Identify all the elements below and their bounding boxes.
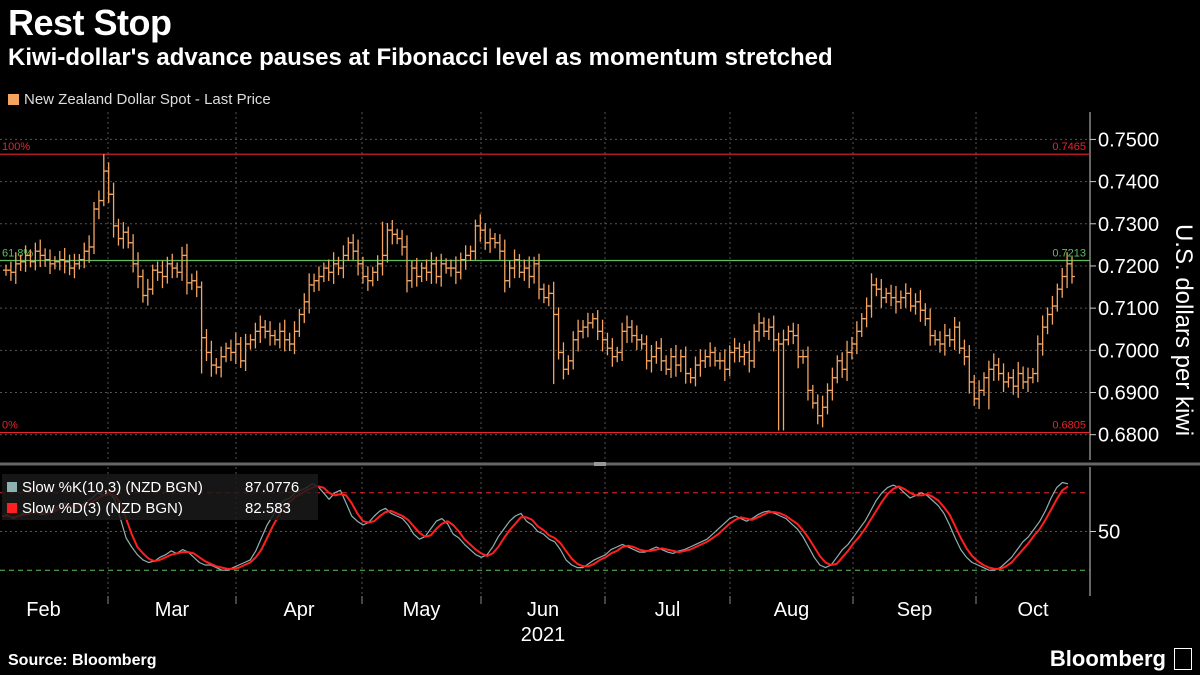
y-tick-label: 0.7300	[1098, 214, 1159, 236]
price-legend-swatch	[8, 94, 19, 105]
fib-value-label: 0.7213	[1052, 247, 1086, 259]
oscillator-legend-swatch	[7, 482, 17, 492]
source-note: Source: Bloomberg	[8, 652, 157, 669]
y-axis-label: U.S. dollars per kiwi	[1170, 224, 1197, 436]
brand-logo: Bloomberg	[1050, 646, 1192, 672]
chart-subtitle: Kiwi-dollar's advance pauses at Fibonacc…	[8, 44, 833, 71]
slow-k-line	[1, 481, 1069, 571]
slow-d-line	[2, 485, 1069, 570]
x-tick-label: Jul	[655, 599, 681, 621]
y-tick-label: 0.7400	[1098, 172, 1159, 194]
oscillator-legend-value: 87.0776	[245, 479, 299, 496]
y-tick-label: 0.7500	[1098, 129, 1159, 151]
x-tick-label: Sep	[897, 599, 933, 621]
x-tick-label: Aug	[774, 599, 810, 621]
x-tick-label: Jun	[527, 599, 559, 621]
price-legend-label: New Zealand Dollar Spot - Last Price	[24, 91, 271, 108]
y-tick-label: 0.6900	[1098, 383, 1159, 405]
oscillator-legend-name: Slow %K(10,3) (NZD BGN)	[22, 479, 203, 496]
price-legend: New Zealand Dollar Spot - Last Price	[8, 91, 271, 108]
oscillator-legend-name: Slow %D(3) (NZD BGN)	[22, 500, 183, 517]
oscillator-legend-box	[2, 474, 318, 520]
x-tick-label: Mar	[155, 599, 190, 621]
oscillator-legend-value: 82.583	[245, 500, 291, 517]
fib-pct-label: 100%	[2, 141, 30, 153]
fib-pct-label: 0%	[2, 420, 18, 432]
fib-value-label: 0.6805	[1052, 420, 1086, 432]
fib-value-label: 0.7465	[1052, 141, 1086, 153]
x-tick-label: Oct	[1017, 599, 1049, 621]
y-tick-label: 50	[1098, 522, 1120, 544]
panel-splitter-handle	[594, 462, 606, 466]
x-axis: Feb Mar Apr May Jun Jul Aug Sep Oct 2021	[26, 596, 1049, 646]
y-tick-label: 0.7200	[1098, 256, 1159, 278]
x-tick-label: May	[403, 599, 441, 621]
oscillator-legend-swatch	[7, 503, 17, 513]
price-panel: 0.6800 0.6900 0.7000 0.7100 0.7200 0.7300 0.74…	[0, 112, 1200, 466]
y-tick-label: 0.7100	[1098, 298, 1159, 320]
oscillator-panel: 50 Slow %K(10,3) (NZD BGN) 87.0776 Slow %D(…	[0, 467, 1120, 596]
chart-title: Rest Stop	[8, 2, 172, 43]
y-tick-label: 0.7000	[1098, 340, 1159, 362]
brand-name: Bloomberg	[1049, 646, 1166, 671]
x-tick-label: Feb	[26, 599, 60, 621]
terminal-icon	[1174, 648, 1192, 670]
x-tick-label: Apr	[283, 599, 314, 621]
y-tick-label: 0.6800	[1098, 425, 1159, 447]
fib-pct-label: 61.8%	[2, 247, 33, 259]
x-year-label: 2021	[521, 624, 566, 646]
